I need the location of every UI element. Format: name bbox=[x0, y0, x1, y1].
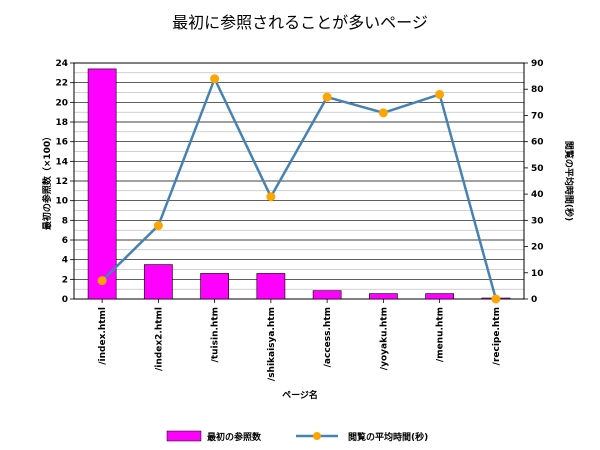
y-tick-label: 16 bbox=[55, 138, 68, 148]
y-tick-label: 24 bbox=[55, 59, 68, 69]
y-tick-label: 14 bbox=[55, 157, 68, 167]
y-tick-label: 8 bbox=[62, 216, 68, 226]
plot-area: 0246810121416182022240102030405060708090… bbox=[55, 59, 543, 381]
y2-tick-label: 30 bbox=[531, 216, 544, 226]
y2-tick-label: 40 bbox=[531, 190, 544, 200]
legend-label-bar: 最初の参照数 bbox=[207, 431, 262, 443]
x-axis-label: ページ名 bbox=[282, 389, 318, 401]
y-axis-label: 最初の参照数（×100） bbox=[41, 132, 53, 230]
y2-tick-label: 70 bbox=[531, 111, 544, 121]
y-tick-label: 4 bbox=[62, 256, 68, 266]
x-tick-label: /shikaisya.htm bbox=[267, 307, 277, 381]
chart-title: 最初に参照されることが多いページ bbox=[172, 13, 428, 32]
x-tick-label: /tuisin.htm bbox=[211, 307, 221, 362]
y-tick-label: 6 bbox=[62, 236, 68, 246]
y2-tick-label: 50 bbox=[531, 164, 544, 174]
legend-label-line: 閲覧の平均時間(秒) bbox=[348, 431, 428, 443]
line-point bbox=[491, 294, 501, 304]
bar bbox=[312, 290, 342, 300]
x-tick-label: /access.htm bbox=[323, 307, 333, 367]
y-tick-label: 22 bbox=[55, 79, 68, 89]
line-point bbox=[378, 108, 388, 118]
bar bbox=[256, 273, 286, 300]
series-line bbox=[101, 75, 498, 300]
y-tick-label: 18 bbox=[55, 118, 68, 128]
y-tick-label: 20 bbox=[55, 98, 68, 108]
y-tick-label: 0 bbox=[62, 295, 68, 305]
line-point bbox=[97, 276, 107, 286]
legend: 最初の参照数 閲覧の平均時間(秒) bbox=[166, 430, 428, 443]
y-tick-label: 10 bbox=[55, 197, 68, 207]
y2-tick-label: 0 bbox=[531, 295, 537, 305]
y2-tick-label: 20 bbox=[531, 243, 544, 253]
bar bbox=[369, 293, 398, 300]
legend-bar-swatch bbox=[166, 430, 202, 442]
bar bbox=[144, 264, 173, 300]
line-point bbox=[435, 89, 445, 99]
line-point bbox=[153, 221, 163, 231]
y2-axis-label: 閲覧の平均時間(秒) bbox=[563, 141, 575, 221]
x-tick-label: /menu.htm bbox=[436, 307, 446, 362]
y-tick-label: 12 bbox=[55, 177, 68, 187]
bar bbox=[425, 293, 454, 300]
x-tick-label: /yoyaku.htm bbox=[379, 307, 389, 370]
x-tick-label: /index.html bbox=[98, 307, 108, 365]
y2-tick-label: 10 bbox=[531, 269, 544, 279]
x-tick-label: /recipe.htm bbox=[492, 307, 502, 365]
line-point bbox=[210, 74, 220, 84]
y2-tick-label: 60 bbox=[531, 138, 544, 148]
y-tick-label: 2 bbox=[62, 275, 68, 285]
line-point bbox=[266, 192, 276, 202]
legend-marker-swatch bbox=[313, 432, 321, 440]
x-tick-label: /index2.html bbox=[154, 307, 164, 371]
bar bbox=[200, 273, 229, 300]
y2-tick-label: 90 bbox=[531, 59, 544, 69]
bar bbox=[87, 68, 117, 300]
y2-tick-label: 80 bbox=[531, 85, 544, 95]
line-point bbox=[322, 92, 332, 102]
